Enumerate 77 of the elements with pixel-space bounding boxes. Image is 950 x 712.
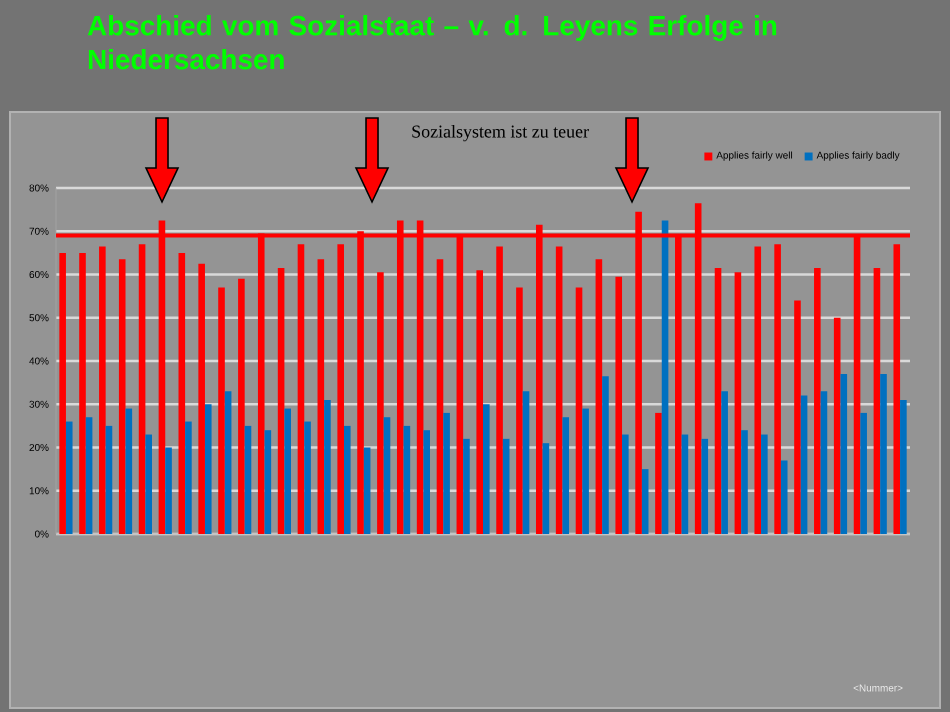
bar <box>105 425 113 534</box>
bar <box>277 268 285 534</box>
bar <box>833 317 841 534</box>
bar <box>880 373 887 534</box>
bar <box>403 425 411 534</box>
bar <box>363 447 371 534</box>
bar <box>118 259 126 534</box>
bar <box>814 268 821 534</box>
bar <box>218 287 225 534</box>
bar <box>377 272 384 534</box>
bar <box>99 246 106 534</box>
bar <box>575 287 583 534</box>
bar <box>138 244 146 534</box>
bar <box>383 417 391 534</box>
bar <box>622 434 629 534</box>
bar <box>483 404 490 534</box>
bar <box>463 438 470 534</box>
bar <box>204 404 212 534</box>
bar <box>443 412 450 534</box>
bar <box>873 268 881 534</box>
bar <box>65 421 73 534</box>
bar <box>476 270 484 534</box>
bar <box>79 252 86 534</box>
bar <box>780 460 788 534</box>
bar <box>324 399 331 534</box>
bar <box>304 421 311 534</box>
bar <box>794 300 801 534</box>
bar <box>840 373 848 534</box>
chart-subtitle: Sozialsystem ist zu teuer <box>412 125 589 142</box>
bar <box>655 412 662 534</box>
bar <box>297 244 305 534</box>
bar <box>317 259 325 534</box>
bar <box>595 259 603 534</box>
bar <box>761 434 768 534</box>
bar <box>145 434 152 534</box>
bar <box>800 395 808 534</box>
bar <box>85 417 93 534</box>
bar <box>641 469 649 534</box>
bar <box>198 263 205 534</box>
bar <box>522 391 530 534</box>
bar <box>602 376 609 534</box>
bar <box>337 244 344 534</box>
bar <box>900 399 907 534</box>
bar <box>343 425 351 534</box>
bar <box>721 391 728 534</box>
bar <box>542 443 550 534</box>
bar <box>284 408 291 534</box>
bar <box>582 408 589 534</box>
bar <box>681 434 689 534</box>
bar <box>820 391 828 534</box>
bar <box>860 412 867 534</box>
chart-title: Abschied vom Sozialstaat – v. d. Leyens Erfolge in Niedersachsen <box>87 15 777 70</box>
bar <box>244 425 252 534</box>
bar <box>893 244 901 534</box>
bar <box>496 246 503 534</box>
bar <box>741 430 748 534</box>
bar <box>714 268 722 534</box>
bar <box>165 447 172 534</box>
bar <box>615 276 623 534</box>
bar <box>734 272 742 534</box>
bar <box>436 259 444 534</box>
bar <box>125 408 133 534</box>
bar <box>238 278 245 534</box>
bar <box>516 287 523 534</box>
bar <box>59 252 66 534</box>
bar <box>178 252 186 534</box>
bar <box>754 246 762 534</box>
bar <box>774 244 781 534</box>
bar <box>224 391 232 534</box>
bar <box>185 421 192 534</box>
bar <box>562 417 570 534</box>
bar <box>701 438 709 534</box>
bar <box>264 430 272 534</box>
bar <box>423 430 431 534</box>
bar <box>555 246 563 534</box>
bar <box>502 438 510 534</box>
bar <box>661 220 669 534</box>
